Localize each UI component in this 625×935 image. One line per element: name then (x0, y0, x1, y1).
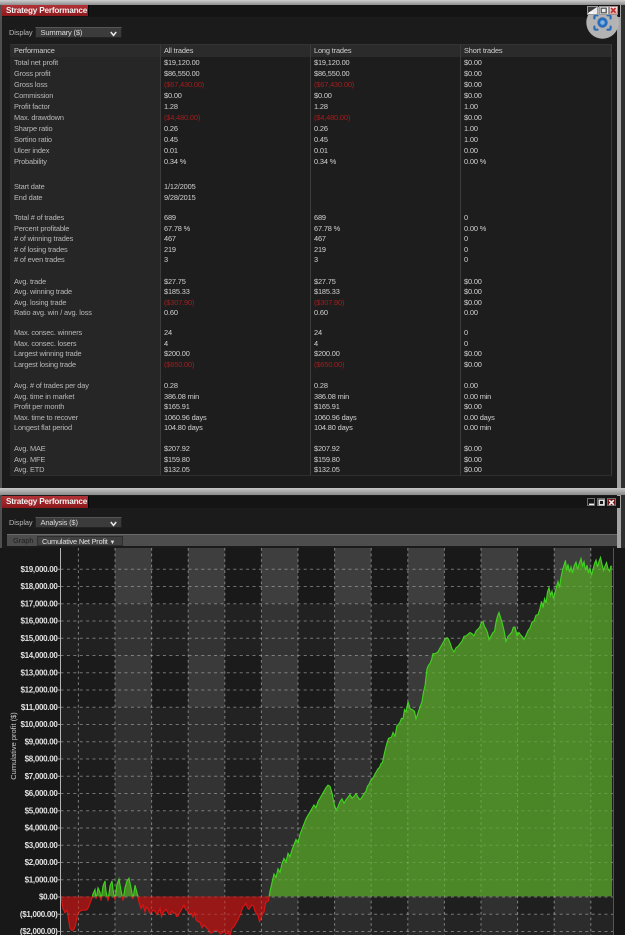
svg-text:$6,000.00: $6,000.00 (25, 789, 59, 798)
svg-text:$9,000.00: $9,000.00 (25, 737, 59, 746)
svg-text:$16,000.00: $16,000.00 (20, 617, 58, 626)
svg-text:($1,000.00): ($1,000.00) (20, 910, 58, 919)
svg-text:$18,000.00: $18,000.00 (20, 582, 58, 591)
svg-text:$1,000.00: $1,000.00 (25, 875, 59, 884)
svg-text:$0.00: $0.00 (39, 893, 58, 902)
svg-text:$14,000.00: $14,000.00 (20, 651, 58, 660)
svg-text:$19,000.00: $19,000.00 (20, 565, 58, 574)
svg-text:($2,000.00): ($2,000.00) (20, 927, 58, 935)
svg-text:$2,000.00: $2,000.00 (25, 858, 59, 867)
svg-text:Cumulative profit ($): Cumulative profit ($) (9, 712, 18, 780)
svg-text:$17,000.00: $17,000.00 (20, 599, 58, 608)
svg-text:$11,000.00: $11,000.00 (21, 703, 58, 712)
svg-text:$10,000.00: $10,000.00 (20, 720, 58, 729)
svg-text:$8,000.00: $8,000.00 (25, 755, 59, 764)
svg-text:$12,000.00: $12,000.00 (20, 686, 58, 695)
svg-text:$3,000.00: $3,000.00 (25, 841, 59, 850)
svg-text:$4,000.00: $4,000.00 (25, 824, 59, 833)
svg-text:$15,000.00: $15,000.00 (20, 634, 58, 643)
svg-text:$7,000.00: $7,000.00 (25, 772, 59, 781)
svg-text:$5,000.00: $5,000.00 (25, 806, 59, 815)
svg-text:$13,000.00: $13,000.00 (20, 668, 58, 677)
